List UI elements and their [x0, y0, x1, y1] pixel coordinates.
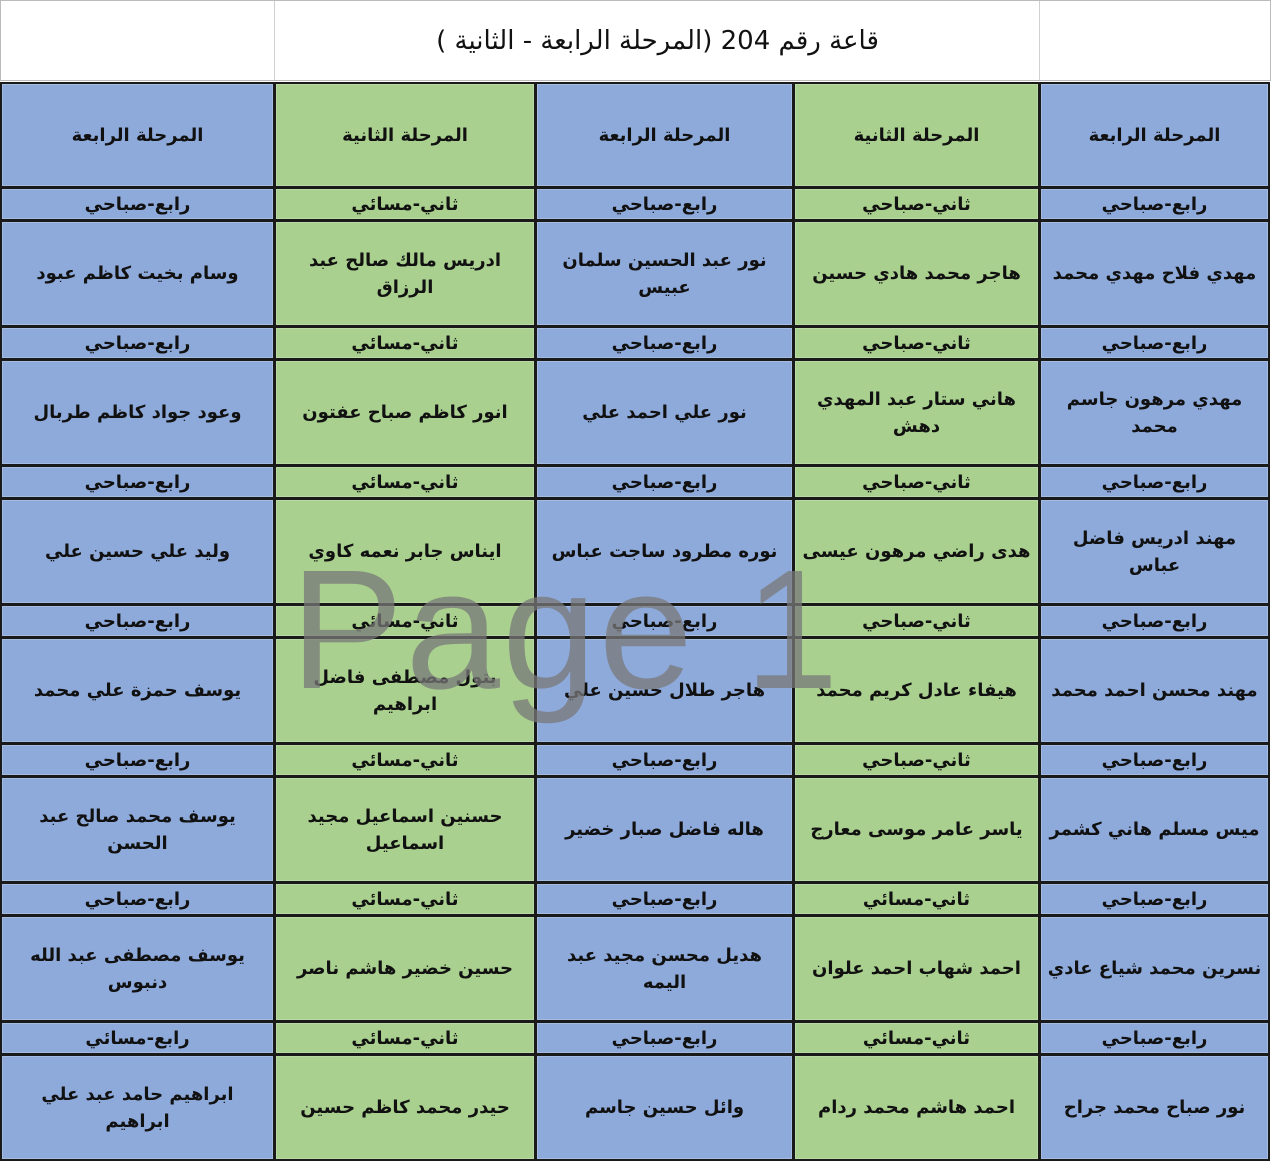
student-name-cell[interactable]: انور كاظم صباح عفتون — [274, 359, 536, 466]
stage-shift-cell[interactable]: ثاني-مسائي — [274, 1021, 536, 1055]
stage-shift-cell[interactable]: ثاني-مسائي — [793, 1021, 1040, 1055]
stage-shift-cell[interactable]: رابع-مسائي — [0, 1021, 275, 1055]
stage-shift-cell[interactable]: ثاني-مسائي — [274, 743, 536, 777]
student-name-cell[interactable]: مهند ادريس فاضل عباس — [1039, 498, 1270, 605]
student-name-cell[interactable]: يوسف حمزة علي محمد — [0, 637, 275, 744]
stage-shift-cell[interactable]: ثاني-مسائي — [274, 465, 536, 499]
stage-shift-cell[interactable]: رابع-صباحي — [0, 604, 275, 638]
stage-shift-cell[interactable]: رابع-صباحي — [1039, 1021, 1270, 1055]
page-title: قاعة رقم 204 (المرحلة الرابعة - الثانية … — [436, 25, 879, 56]
student-name-cell[interactable]: ابراهيم حامد عبد علي ابراهيم — [0, 1054, 275, 1161]
stage-shift-cell[interactable]: رابع-صباحي — [1039, 465, 1270, 499]
stage-shift-cell[interactable]: رابع-صباحي — [0, 882, 275, 916]
student-name-cell[interactable]: حسنين اسماعيل مجيد اسماعيل — [274, 776, 536, 883]
stage-shift-cell[interactable]: رابع-صباحي — [535, 1021, 794, 1055]
stage-shift-cell[interactable]: رابع-صباحي — [1039, 743, 1270, 777]
student-name-cell[interactable]: مهدي مرهون جاسم محمد — [1039, 359, 1270, 466]
stage-shift-cell[interactable]: رابع-صباحي — [535, 743, 794, 777]
stage-shift-cell[interactable]: ثاني-صباحي — [793, 743, 1040, 777]
stage-shift-cell[interactable]: رابع-صباحي — [0, 326, 275, 360]
stage-shift-cell[interactable]: ثاني-مسائي — [274, 326, 536, 360]
student-name-cell[interactable]: نوره مطرود ساجت عباس — [535, 498, 794, 605]
student-name-cell[interactable]: ايناس جابر نعمه كاوي — [274, 498, 536, 605]
column-header[interactable]: المرحلة الثانية — [793, 82, 1040, 188]
stage-shift-cell[interactable]: رابع-صباحي — [1039, 326, 1270, 360]
stage-shift-cell[interactable]: رابع-صباحي — [0, 465, 275, 499]
stage-shift-cell[interactable]: رابع-صباحي — [0, 743, 275, 777]
student-name-cell[interactable]: نور صباح محمد جراح — [1039, 1054, 1270, 1161]
student-name-cell[interactable]: مهدي فلاح مهدي محمد — [1039, 220, 1270, 327]
student-name-cell[interactable]: هيفاء عادل كريم محمد — [793, 637, 1040, 744]
student-name-cell[interactable]: ادريس مالك صالح عبد الرزاق — [274, 220, 536, 327]
stage-shift-cell[interactable]: ثاني-مسائي — [274, 604, 536, 638]
student-name-cell[interactable]: وائل حسين جاسم — [535, 1054, 794, 1161]
student-name-cell[interactable]: وعود جواد كاظم طربال — [0, 359, 275, 466]
student-name-cell[interactable]: هاله فاضل صبار خضير — [535, 776, 794, 883]
stage-shift-cell[interactable]: ثاني-مسائي — [274, 882, 536, 916]
stage-shift-cell[interactable]: رابع-صباحي — [535, 882, 794, 916]
stage-shift-cell[interactable]: ثاني-صباحي — [793, 187, 1040, 221]
stage-shift-cell[interactable]: رابع-صباحي — [1039, 882, 1270, 916]
student-name-cell[interactable]: حسين خضير هاشم ناصر — [274, 915, 536, 1022]
student-name-cell[interactable]: ميس مسلم هاني كشمر — [1039, 776, 1270, 883]
stage-shift-cell[interactable]: رابع-صباحي — [1039, 187, 1270, 221]
student-name-cell[interactable]: هاني ستار عبد المهدي دهش — [793, 359, 1040, 466]
student-name-cell[interactable]: مهند محسن احمد محمد — [1039, 637, 1270, 744]
stage-shift-cell[interactable]: رابع-صباحي — [535, 326, 794, 360]
column-divider — [1039, 1, 1040, 80]
student-name-cell[interactable]: ياسر عامر موسى معارج — [793, 776, 1040, 883]
stage-shift-cell[interactable]: ثاني-صباحي — [793, 326, 1040, 360]
student-name-cell[interactable]: هديل محسن مجيد عبد اليمه — [535, 915, 794, 1022]
student-name-cell[interactable]: وسام بخيت كاظم عبود — [0, 220, 275, 327]
stage-shift-cell[interactable]: ثاني-صباحي — [793, 604, 1040, 638]
student-name-cell[interactable]: يوسف مصطفى عبد الله دنبوس — [0, 915, 275, 1022]
student-name-cell[interactable]: يوسف محمد صالح عبد الحسن — [0, 776, 275, 883]
student-name-cell[interactable]: احمد هاشم محمد ردام — [793, 1054, 1040, 1161]
student-name-cell[interactable]: نور عبد الحسين سلمان عبيس — [535, 220, 794, 327]
column-header[interactable]: المرحلة الثانية — [274, 82, 536, 188]
stage-shift-cell[interactable]: رابع-صباحي — [535, 604, 794, 638]
stage-shift-cell[interactable]: رابع-صباحي — [0, 187, 275, 221]
student-name-cell[interactable]: احمد شهاب احمد علوان — [793, 915, 1040, 1022]
student-name-cell[interactable]: هاجر محمد هادي حسين — [793, 220, 1040, 327]
stage-shift-cell[interactable]: رابع-صباحي — [535, 187, 794, 221]
stage-shift-cell[interactable]: رابع-صباحي — [1039, 604, 1270, 638]
column-header[interactable]: المرحلة الرابعة — [0, 82, 275, 188]
student-name-cell[interactable]: هاجر طلال حسين علي — [535, 637, 794, 744]
student-name-cell[interactable]: بتول مصطفى فاضل ابراهيم — [274, 637, 536, 744]
student-name-cell[interactable]: هدى راضي مرهون عيسى — [793, 498, 1040, 605]
stage-shift-cell[interactable]: رابع-صباحي — [535, 465, 794, 499]
column-header[interactable]: المرحلة الرابعة — [535, 82, 794, 188]
student-name-cell[interactable]: نسرين محمد شياع عادي — [1039, 915, 1270, 1022]
stage-shift-cell[interactable]: ثاني-مسائي — [793, 882, 1040, 916]
student-name-cell[interactable]: حيدر محمد كاظم حسين — [274, 1054, 536, 1161]
title-row: قاعة رقم 204 (المرحلة الرابعة - الثانية … — [0, 0, 1271, 81]
column-divider — [274, 1, 275, 80]
student-name-cell[interactable]: نور علي احمد علي — [535, 359, 794, 466]
stage-shift-cell[interactable]: ثاني-مسائي — [274, 187, 536, 221]
stage-shift-cell[interactable]: ثاني-صباحي — [793, 465, 1040, 499]
column-header[interactable]: المرحلة الرابعة — [1039, 82, 1270, 188]
student-name-cell[interactable]: وليد علي حسين علي — [0, 498, 275, 605]
